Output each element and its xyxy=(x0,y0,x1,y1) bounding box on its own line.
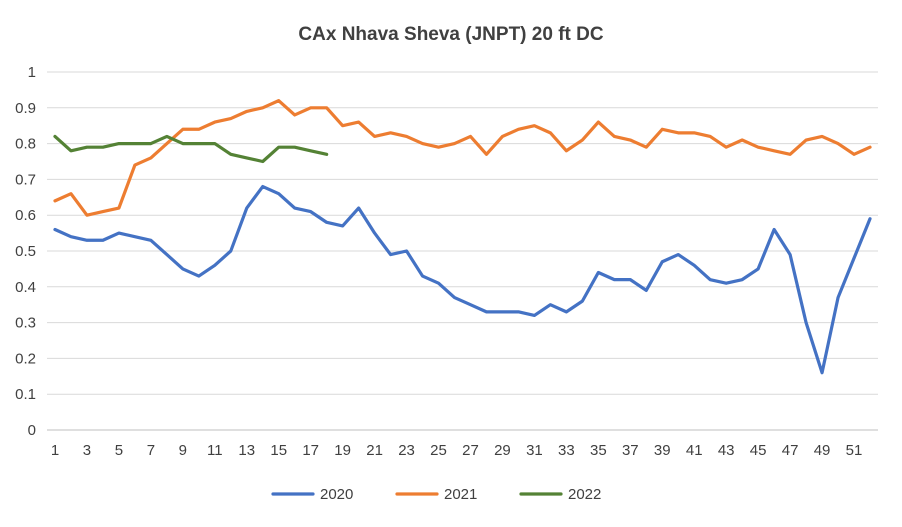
y-axis-ticks: 0 0.1 0.2 0.3 0.4 0.5 0.6 0.7 0.8 0.9 1 xyxy=(15,64,36,439)
y-tick-label: 0.6 xyxy=(15,207,36,224)
x-tick-label: 31 xyxy=(526,442,543,459)
y-tick-label: 1 xyxy=(28,64,36,81)
x-axis-ticks: 1 3 5 7 9 11 13 15 17 19 21 23 25 27 29 31 33 35 37 39 41 43 4… xyxy=(51,442,863,459)
series-line-2022 xyxy=(53,134,329,164)
y-tick-label: 0.5 xyxy=(15,243,36,260)
x-tick-label: 3 xyxy=(83,442,91,459)
legend-label-2021: 2021 xyxy=(444,486,477,503)
legend-label-2020: 2020 xyxy=(320,486,353,503)
x-tick-label: 29 xyxy=(494,442,511,459)
x-tick-label: 7 xyxy=(147,442,155,459)
x-tick-label: 21 xyxy=(366,442,383,459)
legend: 2020 2021 2022 xyxy=(271,486,601,503)
chart-title: CAx Nhava Sheva (JNPT) 20 ft DC xyxy=(298,24,603,45)
x-tick-label: 23 xyxy=(398,442,415,459)
y-tick-label: 0.3 xyxy=(15,315,36,332)
x-tick-label: 17 xyxy=(302,442,319,459)
x-tick-label: 43 xyxy=(718,442,735,459)
series-line-2021 xyxy=(53,99,872,217)
x-tick-label: 41 xyxy=(686,442,703,459)
x-tick-label: 51 xyxy=(846,442,863,459)
x-tick-label: 1 xyxy=(51,442,59,459)
x-tick-label: 15 xyxy=(270,442,287,459)
x-tick-label: 33 xyxy=(558,442,575,459)
x-tick-label: 45 xyxy=(750,442,767,459)
series-lines xyxy=(53,99,872,375)
y-tick-label: 0.7 xyxy=(15,171,36,188)
x-tick-label: 25 xyxy=(430,442,447,459)
x-tick-label: 27 xyxy=(462,442,479,459)
gridlines xyxy=(47,71,878,431)
x-tick-label: 5 xyxy=(115,442,123,459)
x-tick-label: 49 xyxy=(814,442,831,459)
y-tick-label: 0.4 xyxy=(15,279,36,296)
y-tick-label: 0 xyxy=(28,422,36,439)
series-line-2020 xyxy=(53,184,872,375)
x-tick-label: 47 xyxy=(782,442,799,459)
y-tick-label: 0.9 xyxy=(15,100,36,117)
y-tick-label: 0.1 xyxy=(15,386,36,403)
x-tick-label: 19 xyxy=(334,442,351,459)
y-tick-label: 0.8 xyxy=(15,136,36,153)
x-tick-label: 39 xyxy=(654,442,671,459)
x-tick-label: 13 xyxy=(238,442,255,459)
x-tick-label: 11 xyxy=(207,442,223,459)
x-tick-label: 37 xyxy=(622,442,639,459)
y-tick-label: 0.2 xyxy=(15,350,36,367)
x-tick-label: 9 xyxy=(179,442,187,459)
legend-label-2022: 2022 xyxy=(568,486,601,503)
x-tick-label: 35 xyxy=(590,442,607,459)
